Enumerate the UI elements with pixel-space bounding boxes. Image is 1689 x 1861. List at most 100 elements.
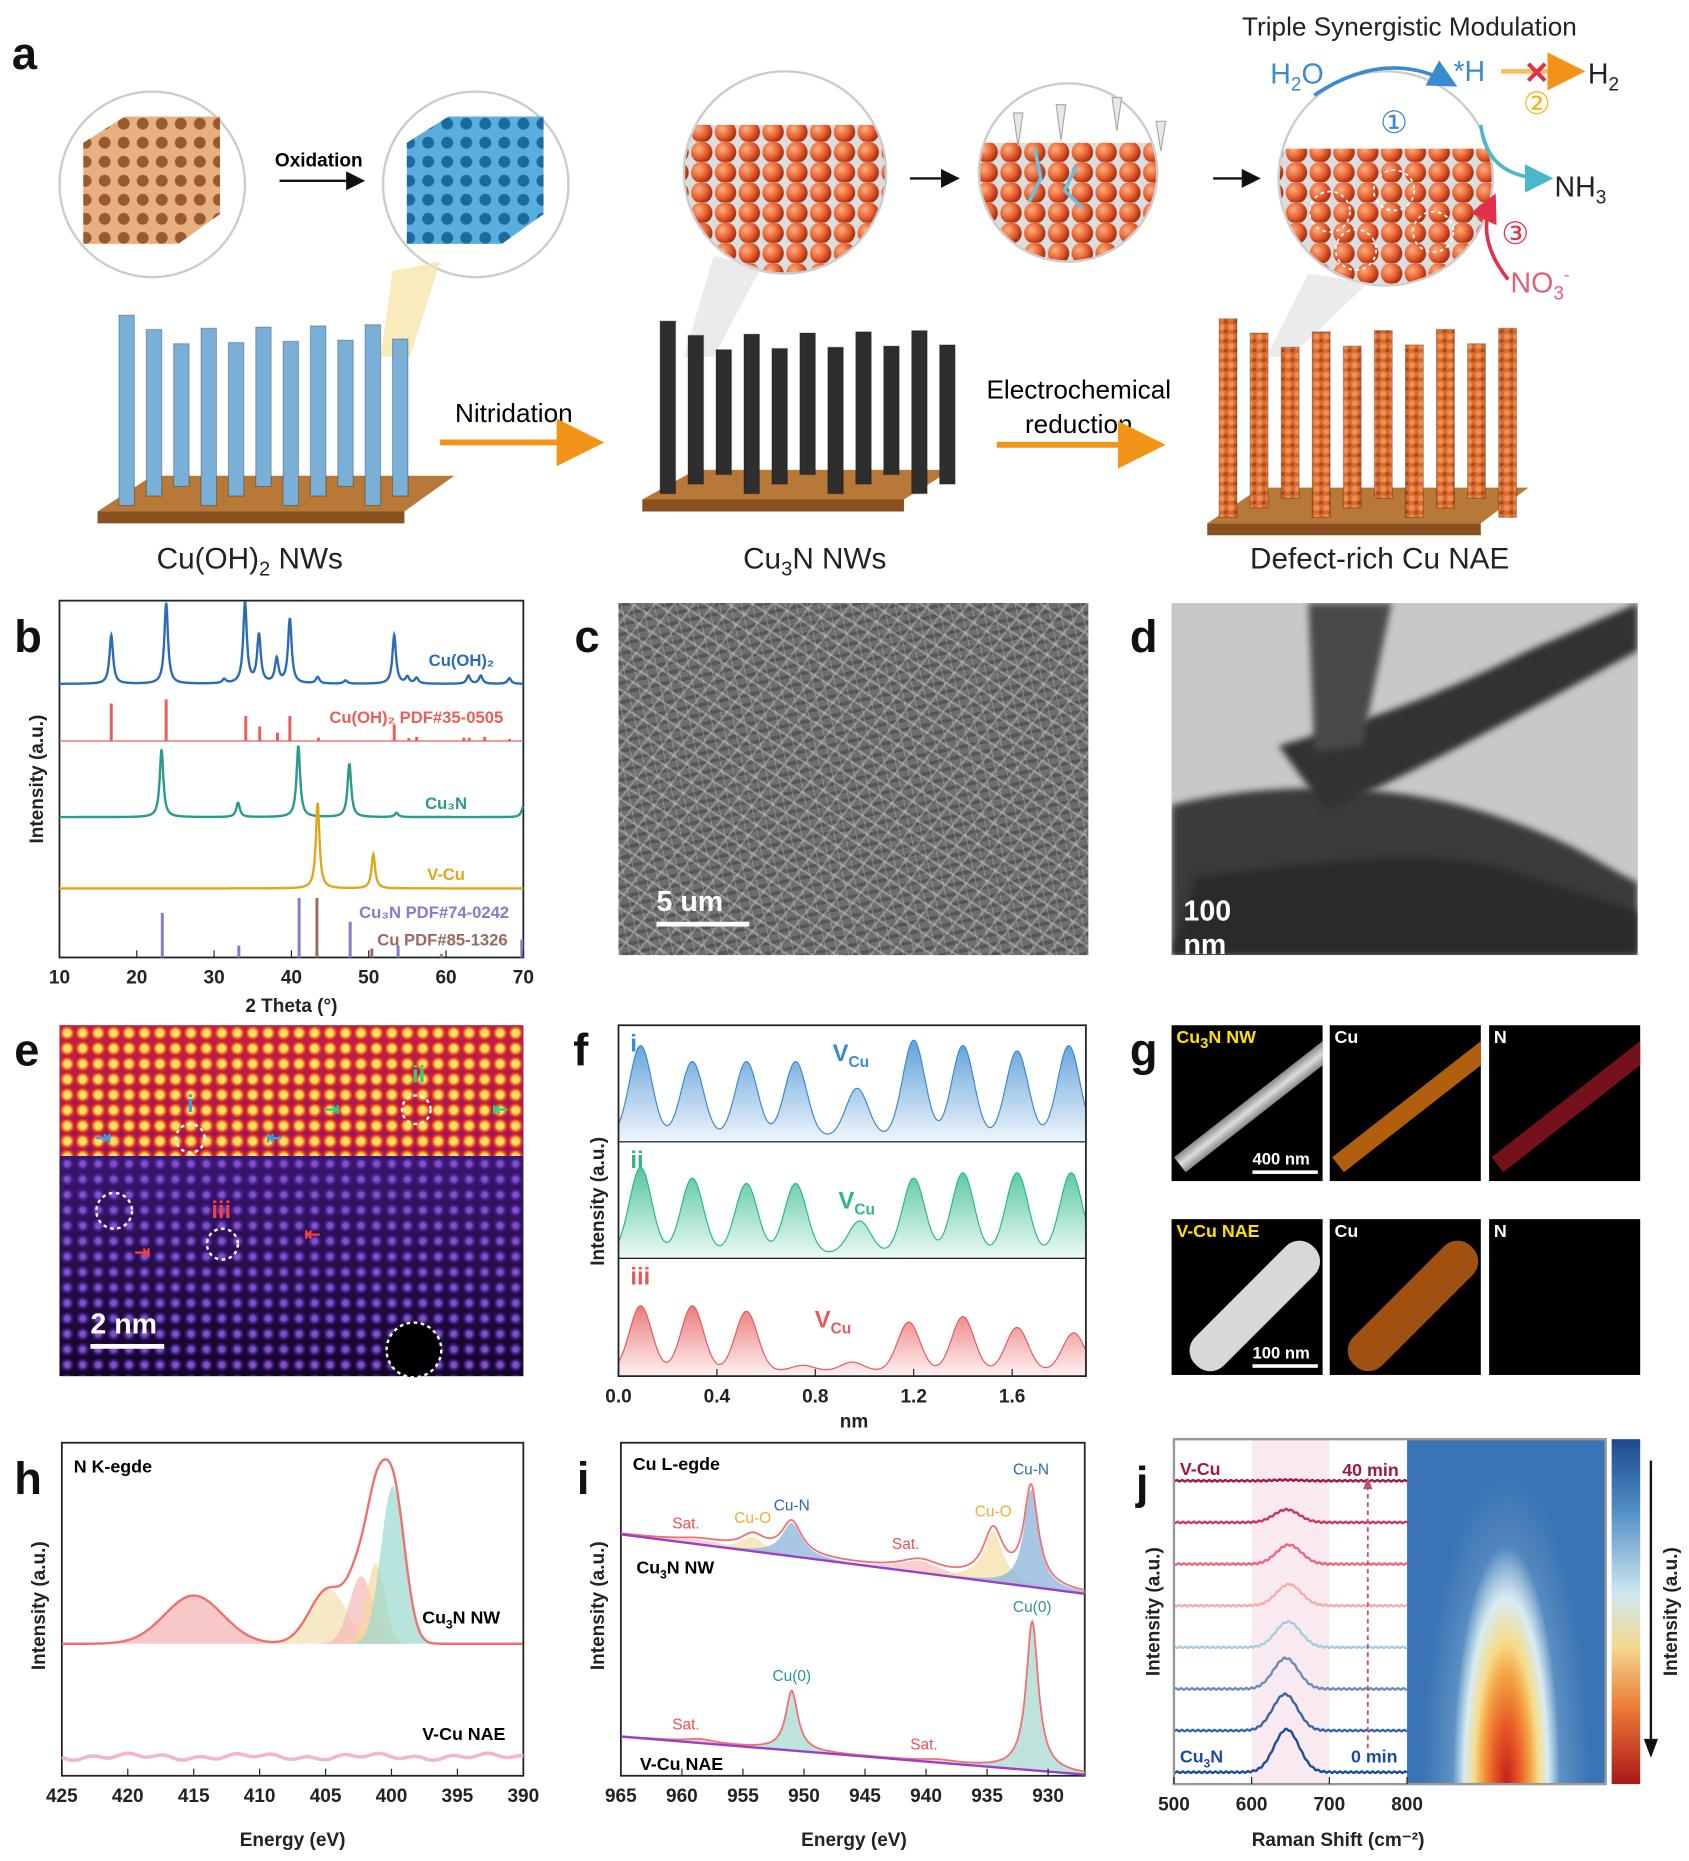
series-label: Cu PDF#85-1326 xyxy=(377,931,507,950)
nanowire xyxy=(1498,327,1518,518)
peak-label: Sat. xyxy=(672,1716,700,1733)
panel-labels: a b c d e f g h i j xyxy=(12,28,1158,1509)
nh3-label: NH3 xyxy=(1555,171,1607,208)
eds-scale-bar: 100 nm xyxy=(1252,1343,1318,1368)
nitridation-label: Nitridation xyxy=(455,398,573,428)
svg-text:⇥: ⇥ xyxy=(324,1100,340,1121)
eds-element-label: Cu xyxy=(1334,1027,1359,1048)
x-tick-label: 70 xyxy=(513,968,534,989)
panel-label-d: d xyxy=(1130,611,1158,662)
nexafs-curve xyxy=(61,1458,523,1645)
nanowire-shapes xyxy=(1171,603,1638,956)
reduction-label: Electrochemical xyxy=(986,374,1171,404)
nanowire xyxy=(883,345,900,476)
nanowire xyxy=(1342,345,1362,509)
blocked-icon: ✕ xyxy=(1524,55,1550,90)
highlight-band xyxy=(1251,1439,1330,1785)
x-tick-label: 0.4 xyxy=(704,1386,731,1407)
sample-label: Cu3N xyxy=(1180,1747,1223,1771)
x-tick-label: 940 xyxy=(910,1786,942,1807)
cu-oh2-nanowires xyxy=(118,314,409,507)
no3-arrow xyxy=(1470,193,1510,281)
eds-sample-label: Cu3N NW xyxy=(1176,1027,1256,1052)
sem-image: 5 um xyxy=(618,603,1089,956)
x-tick-label: 1.2 xyxy=(900,1386,926,1407)
xrd-curve xyxy=(59,745,525,819)
x-tick-label: 50 xyxy=(358,968,379,989)
svg-text:⇤: ⇤ xyxy=(304,1225,320,1246)
peak-label: Cu-O xyxy=(734,1510,771,1527)
eds-cu3n-n-map: N xyxy=(1489,1025,1641,1182)
haadf-annotations: i ii iii ⇥ ⇤ ⇥ ⇤ ⇥ ⇤ xyxy=(95,1061,508,1379)
svg-text:⇤: ⇤ xyxy=(492,1100,508,1121)
triple-modulation-title: Triple Synergistic Modulation xyxy=(1242,12,1577,42)
series-label: Cu3N NW xyxy=(636,1558,714,1582)
nanowire xyxy=(687,334,705,485)
nanowire xyxy=(227,341,245,497)
intensity-profile xyxy=(617,1305,1087,1377)
x-tick-label: 0.0 xyxy=(605,1386,631,1407)
step-2-marker: ② xyxy=(1523,86,1551,121)
charts: Cu(OH)₂ Cu(OH)₂ PDF#35-0505 Cu₃N V-Cu Cu₃N P… xyxy=(27,599,1682,1851)
x-tick-label: 40 xyxy=(281,968,302,989)
peak-label: Cu-N xyxy=(1013,1461,1049,1478)
panel-label-c: c xyxy=(574,611,599,662)
nanowire xyxy=(659,320,677,495)
cu3n-nanowires xyxy=(659,320,956,495)
nanowire xyxy=(173,343,190,488)
eds-vcu-n-map: N xyxy=(1489,1219,1641,1375)
x-tick-label: 965 xyxy=(605,1786,637,1807)
x-tick-label: 425 xyxy=(46,1786,78,1807)
series-label: Cu3N NW xyxy=(422,1608,500,1632)
no3-label: NO3- xyxy=(1511,266,1570,305)
series-label: V-Cu NAE xyxy=(422,1724,505,1744)
zoom-cone xyxy=(380,261,441,357)
background-line xyxy=(620,1735,1085,1776)
sem-scale-label: 5 um xyxy=(656,886,724,919)
stage-1-label: Cu(OH)2 NWs xyxy=(157,543,343,581)
x-tick-label: 20 xyxy=(126,968,147,989)
nanowire xyxy=(282,340,300,507)
oxidized-foam-cube xyxy=(406,116,544,244)
series-label: V-Cu xyxy=(427,865,465,884)
nanowire xyxy=(255,326,272,488)
fit-component xyxy=(61,1563,524,1644)
eds-scale-bar: 400 nm xyxy=(1252,1149,1318,1174)
x-tick-label: 930 xyxy=(1032,1786,1064,1807)
region-marker-iii: iii xyxy=(211,1197,231,1224)
peak-label: Sat. xyxy=(672,1515,700,1532)
profile-label: iii xyxy=(630,1264,650,1291)
nanowire xyxy=(364,324,382,507)
eds-cu3n-haadf: Cu3N NW 400 nm xyxy=(1171,1025,1323,1182)
y-axis-label: Intensity (a.u.) xyxy=(1661,1547,1682,1676)
x-tick-label: 395 xyxy=(442,1786,474,1807)
sem-scale-bar: 5 um xyxy=(656,886,750,927)
nanowire xyxy=(771,347,788,485)
x-tick-label: 400 xyxy=(376,1786,408,1807)
eds-vcu-haadf: V-Cu NAE 100 nm xyxy=(1171,1219,1323,1375)
eds-element-label: N xyxy=(1493,1027,1507,1048)
background-line xyxy=(620,1533,1085,1595)
cu-nanowire-arrays xyxy=(1218,318,1518,518)
tem-scale-bar: 100 nm xyxy=(1183,896,1266,955)
svg-text:⇥: ⇥ xyxy=(95,1128,111,1149)
nanowire xyxy=(939,344,956,485)
x-axis-label: Energy (eV) xyxy=(801,1830,907,1851)
xrd-curve xyxy=(59,601,524,685)
vacancy-label: VCu xyxy=(815,1306,851,1337)
subscript: Cu xyxy=(848,1054,869,1071)
nanowire xyxy=(1435,328,1455,509)
series-label: V-Cu NAE xyxy=(640,1754,723,1774)
peak-label: Cu-O xyxy=(975,1503,1012,1520)
adsorbed-h-label: *H xyxy=(1453,56,1485,88)
vacancy-label: VCu xyxy=(833,1040,869,1071)
nanowire xyxy=(118,314,135,507)
eds-element-label: Cu xyxy=(1334,1221,1359,1242)
t: N xyxy=(1210,1747,1223,1767)
plot-frame xyxy=(60,1441,525,1777)
nanowire xyxy=(309,325,327,497)
xrd-curve xyxy=(59,802,524,890)
subscript: 3 xyxy=(446,1617,453,1631)
profile-label: i xyxy=(630,1030,637,1057)
fit-component xyxy=(620,1489,1085,1594)
